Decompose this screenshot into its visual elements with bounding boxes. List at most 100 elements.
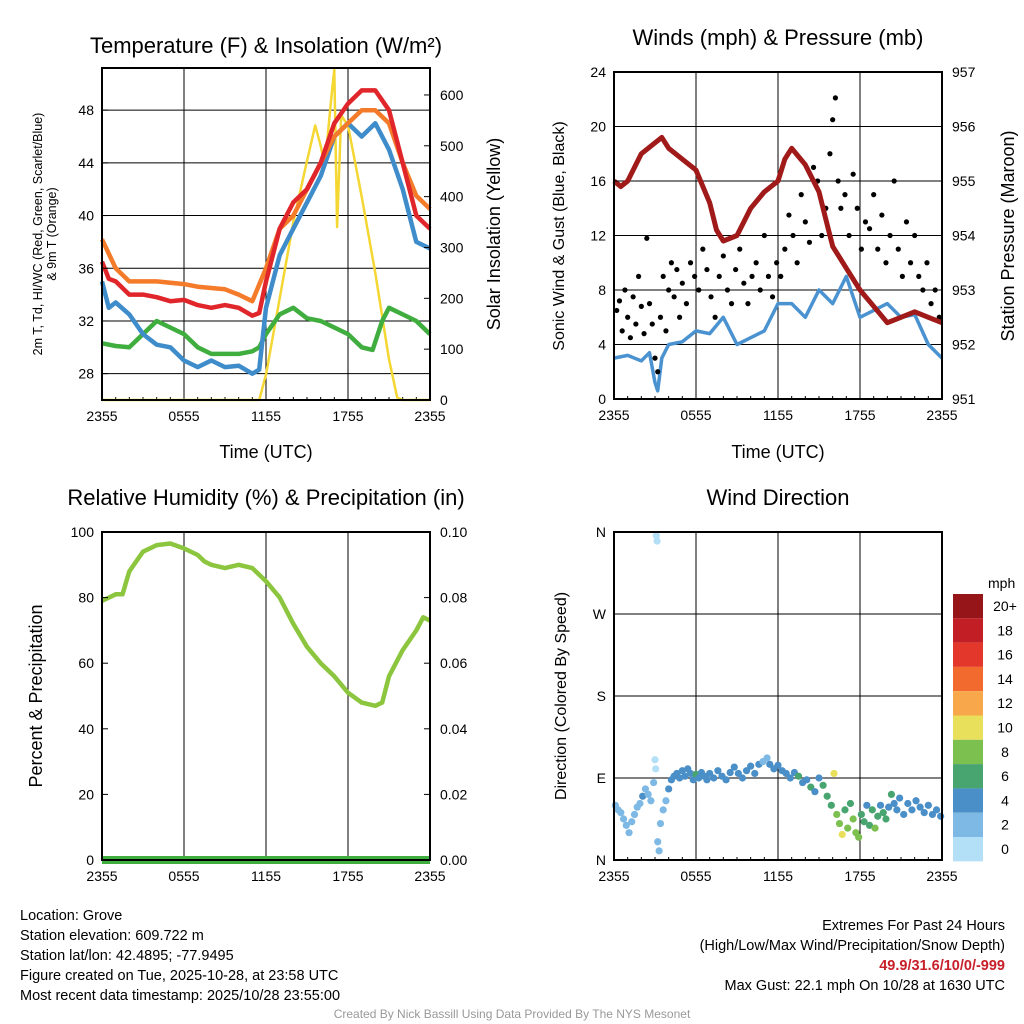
gust-point bbox=[850, 171, 856, 177]
y2-tick-label: 955 bbox=[952, 173, 976, 189]
direction-point bbox=[722, 776, 730, 784]
gust-point bbox=[644, 235, 650, 241]
x-tick-label: 2355 bbox=[926, 407, 957, 423]
plot-border bbox=[101, 67, 431, 401]
y-tick-label: 28 bbox=[78, 366, 94, 382]
direction-point bbox=[885, 803, 893, 811]
direction-point bbox=[833, 810, 841, 819]
direction-point bbox=[686, 769, 695, 778]
direction-point bbox=[703, 776, 711, 784]
direction-point bbox=[653, 537, 661, 545]
gust-point bbox=[704, 266, 710, 273]
gust-point bbox=[778, 273, 784, 279]
direction-point bbox=[652, 532, 660, 540]
legend-swatch bbox=[953, 812, 983, 837]
y-tick-label: 40 bbox=[78, 208, 94, 224]
direction-point bbox=[622, 821, 630, 829]
series-2m-t bbox=[99, 88, 432, 318]
y2-tick-label: 0 bbox=[440, 392, 448, 408]
gust-point bbox=[846, 232, 852, 239]
legend-swatch bbox=[953, 666, 983, 692]
y-tick-label: 20 bbox=[590, 119, 606, 135]
direction-point bbox=[874, 812, 882, 820]
direction-point bbox=[641, 785, 650, 793]
series-sonic-wind bbox=[613, 274, 944, 393]
direction-point bbox=[844, 824, 852, 832]
legend-label: 8 bbox=[1001, 744, 1009, 760]
direction-point bbox=[676, 774, 684, 782]
gust-point bbox=[619, 328, 625, 334]
y2-axis-label: Station Pressure (Maroon) bbox=[998, 130, 1018, 341]
y-axis-label: Direction (Colored By Speed) bbox=[553, 592, 570, 800]
x-axis-label: Time (UTC) bbox=[219, 442, 312, 462]
direction-point bbox=[835, 819, 844, 828]
legend-swatch bbox=[953, 715, 983, 740]
gust-point bbox=[794, 260, 800, 266]
direction-point bbox=[819, 781, 827, 789]
elevation: Station elevation: 609.722 m bbox=[20, 928, 204, 944]
humidity-title: Relative Humidity (%) & Precipitation (i… bbox=[67, 485, 464, 510]
y2-tick-label: 0.08 bbox=[440, 590, 467, 606]
y-tick-label: 0 bbox=[598, 391, 606, 407]
x-tick-label: 1155 bbox=[251, 868, 281, 884]
y2-tick-label: 956 bbox=[952, 119, 976, 135]
gust-point bbox=[932, 287, 938, 293]
legend-swatch bbox=[953, 642, 983, 667]
y2-tick-label: 600 bbox=[440, 87, 464, 103]
x-tick-label: 1755 bbox=[844, 868, 875, 884]
direction-point bbox=[811, 788, 819, 796]
direction-point bbox=[865, 821, 874, 829]
legend-label: 2 bbox=[1001, 817, 1009, 833]
direction-title: Wind Direction bbox=[706, 485, 849, 510]
y2-tick-label: 957 bbox=[952, 64, 976, 80]
gust-point bbox=[737, 246, 743, 252]
gust-point bbox=[666, 287, 672, 293]
gust-point bbox=[663, 328, 669, 334]
direction-point bbox=[868, 806, 876, 814]
y-tick-label: 0 bbox=[86, 852, 94, 868]
y2-tick-label: 200 bbox=[440, 290, 464, 306]
gust-point bbox=[866, 226, 873, 232]
direction-point bbox=[932, 806, 941, 814]
direction-point bbox=[628, 818, 636, 826]
gust-point bbox=[625, 314, 631, 320]
direction-point bbox=[619, 815, 628, 823]
y-tick-label: 24 bbox=[590, 64, 606, 80]
gust-point bbox=[862, 219, 869, 225]
extremes-title: Extremes For Past 24 Hours bbox=[822, 918, 1005, 934]
x-tick-label: 2355 bbox=[598, 407, 629, 423]
direction-point bbox=[882, 815, 890, 823]
x-tick-label: 0555 bbox=[168, 408, 199, 424]
gust-point bbox=[757, 287, 763, 293]
gust-point bbox=[724, 287, 731, 293]
gust-point bbox=[899, 273, 905, 279]
gust-point bbox=[907, 260, 914, 266]
series-station-pressure bbox=[612, 134, 943, 326]
gust-point bbox=[790, 232, 796, 239]
y-tick-label: 44 bbox=[78, 155, 94, 171]
direction-point bbox=[876, 801, 885, 809]
direction-point bbox=[730, 763, 738, 771]
gust-point bbox=[641, 331, 647, 337]
gust-point bbox=[677, 314, 683, 320]
gust-point bbox=[827, 151, 833, 157]
y2-tick-label: 0.04 bbox=[440, 721, 467, 737]
legend-swatch bbox=[953, 788, 983, 813]
y-tick-label: 12 bbox=[590, 228, 606, 244]
direction-point bbox=[823, 792, 831, 800]
legend-swatch bbox=[953, 594, 983, 619]
gust-point bbox=[652, 355, 658, 361]
direction-point bbox=[849, 815, 857, 823]
direction-point bbox=[774, 761, 782, 769]
direction-point bbox=[827, 801, 835, 809]
y2-tick-label: 500 bbox=[440, 138, 464, 154]
legend-label: 0 bbox=[1001, 841, 1009, 857]
max-gust: Max Gust: 22.1 mph On 10/28 at 1630 UTC bbox=[724, 978, 1005, 994]
x-tick-label: 1755 bbox=[844, 407, 875, 423]
y-tick-label: 100 bbox=[71, 524, 95, 540]
y-tick-label: 4 bbox=[598, 337, 606, 353]
gust-point bbox=[630, 294, 636, 300]
legend-swatch bbox=[953, 618, 983, 643]
y-tick-label: 8 bbox=[598, 282, 606, 298]
